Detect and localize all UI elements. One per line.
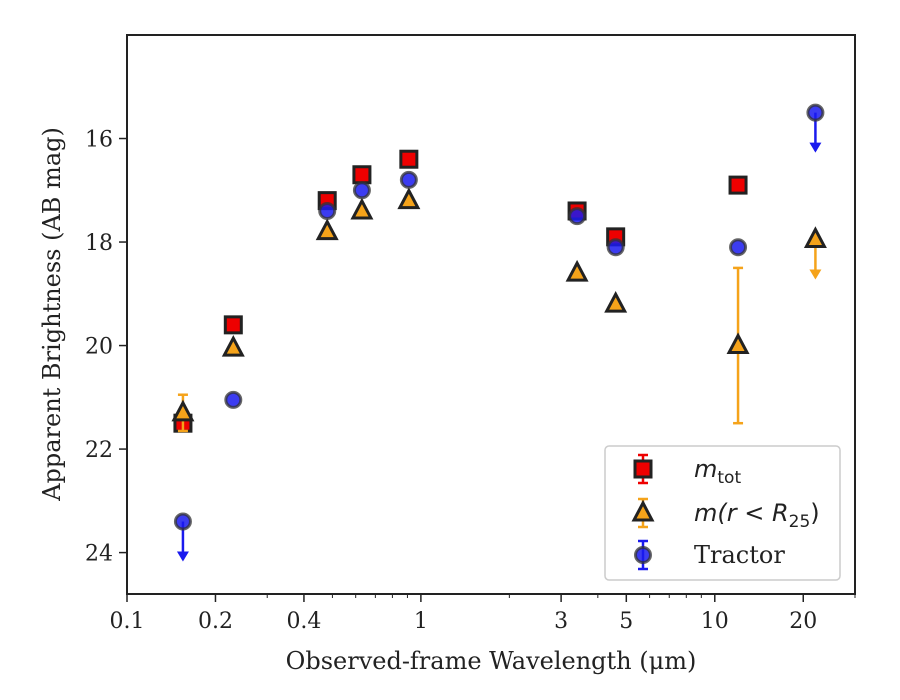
x-tick-label: 5	[619, 609, 633, 634]
circle-point	[318, 201, 337, 220]
data-layer	[171, 103, 827, 562]
legend-label: mtot	[694, 455, 741, 488]
triangle-point	[350, 197, 374, 220]
circle-point-arrow-head	[176, 551, 189, 562]
triangle-point-arrow-head	[809, 269, 822, 280]
triangle-point	[397, 187, 421, 210]
circle-point	[399, 170, 418, 189]
triangle-point	[171, 399, 195, 422]
y-tick-label: 24	[85, 542, 113, 567]
x-tick-label: 0.4	[286, 609, 321, 634]
circle-point	[568, 207, 587, 226]
triangle-point	[315, 218, 339, 241]
triangle-point	[565, 259, 589, 282]
triangle-point	[726, 332, 750, 355]
square-point	[728, 175, 748, 195]
circle-point-arrow-head	[809, 142, 822, 153]
x-tick-label: 10	[701, 609, 729, 634]
y-tick-label: 18	[85, 231, 113, 256]
legend-label: Tractor	[694, 541, 785, 569]
legend-circle-marker	[634, 546, 652, 564]
circle-point	[352, 181, 371, 200]
triangle-point	[604, 290, 628, 313]
x-tick-label: 1	[414, 609, 428, 634]
x-tick-label: 3	[554, 609, 568, 634]
y-tick-label: 22	[85, 438, 113, 463]
triangle-point	[803, 226, 827, 248]
square-point	[223, 315, 243, 335]
y-axis-label: Apparent Brightness (AB mag)	[38, 127, 66, 502]
circle-point	[173, 512, 192, 531]
x-tick-label: 0.2	[198, 609, 233, 634]
triangle-point	[221, 334, 245, 357]
legend-triangle-marker	[631, 499, 655, 522]
axis-layer: 0.1 0.2 0.4 1 3 5 10 20 16 18 20 22 24	[85, 128, 856, 634]
circle-point	[729, 238, 748, 257]
legend-label: m(r < R25)	[694, 499, 820, 532]
y-tick-label: 20	[85, 335, 113, 360]
plot-frame	[126, 34, 856, 595]
circle-point	[606, 238, 625, 257]
square-point	[352, 165, 372, 185]
x-tick-label: 20	[789, 609, 817, 634]
legend: mtot m(r < R25) Tractor	[604, 445, 841, 581]
square-point	[399, 149, 419, 169]
circle-point	[806, 103, 825, 122]
y-tick-label: 16	[85, 128, 113, 153]
x-tick-label: 0.1	[110, 609, 145, 634]
legend-square-marker	[633, 459, 653, 479]
x-axis-label: Observed-frame Wavelength (μm)	[286, 647, 697, 675]
legend-box	[604, 445, 841, 581]
circle-point	[224, 390, 243, 409]
